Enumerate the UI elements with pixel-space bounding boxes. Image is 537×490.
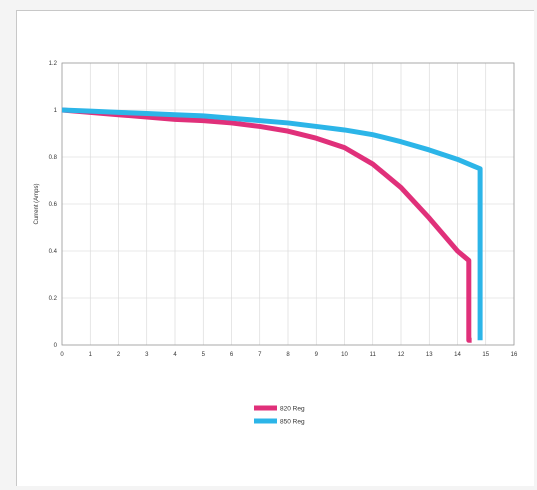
y-tick-label: 0.6 (49, 202, 58, 208)
y-tick-label: 1.2 (49, 61, 58, 67)
x-tick-label: 3 (145, 352, 149, 358)
x-tick-label: 10 (341, 352, 348, 358)
y-tick-label: 0 (54, 343, 58, 349)
y-tick-label: 1 (54, 108, 58, 114)
legend-label: 820 Reg (280, 406, 305, 413)
x-tick-label: 8 (286, 352, 290, 358)
x-tick-label: 1 (89, 352, 93, 358)
x-tick-label: 15 (482, 352, 489, 358)
plot-area-border (61, 62, 515, 346)
x-tick-label: 13 (426, 352, 433, 358)
x-tick-label: 11 (370, 352, 377, 358)
legend-label: 850 Reg (280, 419, 305, 426)
series-line-850-reg (61, 107, 483, 341)
x-tick-label: 12 (398, 352, 405, 358)
y-tick-label: 0.4 (49, 249, 58, 255)
y-axis: 0 0.2 0.4 0.6 0.8 1 1.2 (49, 61, 58, 349)
legend: 820 Reg 850 Reg (254, 405, 305, 426)
x-tick-label: 6 (230, 352, 234, 358)
x-tick-label: 5 (202, 352, 206, 358)
x-tick-label: 9 (315, 352, 319, 358)
y-axis-title: Current (Amps) (34, 183, 40, 224)
y-tick-label: 0.2 (49, 296, 58, 302)
x-tick-label: 14 (454, 352, 461, 358)
x-tick-label: 7 (258, 352, 262, 358)
series-line-820-reg (61, 107, 472, 343)
y-tick-label: 0.8 (49, 155, 58, 161)
x-tick-label: 0 (60, 352, 64, 358)
x-tick-label: 4 (173, 352, 177, 358)
series-group (61, 107, 483, 343)
x-axis: 0 1 2 3 4 5 6 7 8 9 10 11 12 13 14 15 16 (60, 352, 518, 358)
x-tick-label: 2 (117, 352, 121, 358)
x-tick-label: 16 (511, 352, 518, 358)
